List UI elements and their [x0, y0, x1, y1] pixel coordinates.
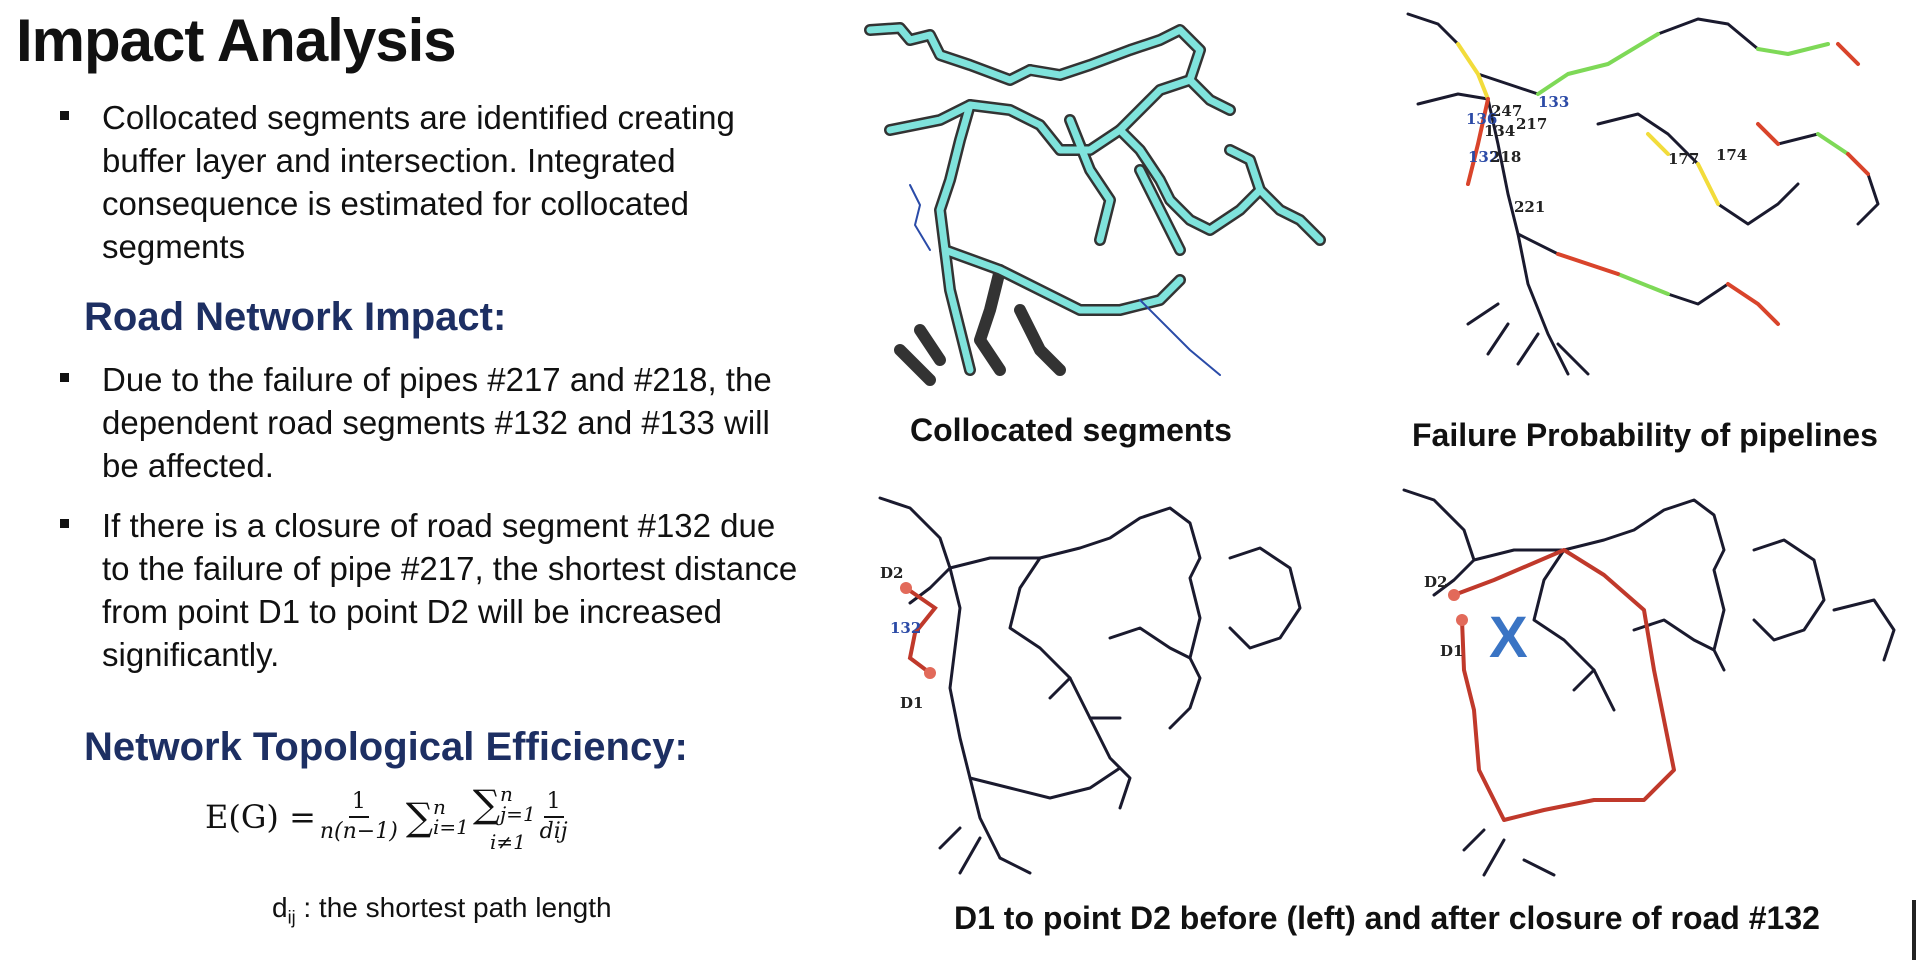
sum-symbol: ∑	[405, 795, 433, 839]
definition-subscript: ij	[287, 907, 296, 928]
road-buffer-outline	[864, 22, 1326, 386]
slide-edge-divider	[1912, 900, 1916, 960]
sum-condition: i≠1	[489, 830, 526, 854]
pipe-label-221: 221	[1514, 198, 1545, 216]
efficiency-formula: E(G) = 1 n(n−1) ∑ n i=1 ∑ n j=1 i≠1 1 di…	[205, 782, 572, 852]
pipe-label-136: 136	[1466, 110, 1497, 128]
caption-failure-probability: Failure Probability of pipelines	[1412, 417, 1878, 453]
sum-limits: n i=1	[433, 797, 469, 837]
intro-bullet: Collocated segments are identified creat…	[58, 96, 778, 268]
pipe-label-134: 134	[1484, 122, 1515, 140]
label-road-132: 132	[890, 619, 921, 637]
road-bullet-text: Due to the failure of pipes #217 and #21…	[102, 361, 772, 484]
sum-limits: n j=1 i≠1	[490, 782, 536, 852]
formula-fraction-denominator: n(n−1)	[319, 819, 398, 844]
pipe-label-217: 217	[1516, 115, 1547, 133]
distance-definition: dij : the shortest path length	[272, 892, 612, 929]
road-buffer-fill	[866, 24, 1324, 374]
closure-x-mark: X	[1489, 605, 1528, 670]
bullet-square-icon	[60, 111, 69, 120]
route-before-closure-map: D2 132 D1	[878, 496, 1302, 875]
pipe-label-132: 132	[1468, 148, 1499, 166]
failure-probability-map: 247 217 133 136 134 132 218 221 177 174	[1406, 12, 1880, 376]
formula-sum-i: ∑ n i=1	[406, 795, 469, 839]
sum-upper: n	[499, 782, 513, 806]
formula-term: 1 dij	[540, 788, 568, 846]
pipe-label-177: 177	[1668, 150, 1699, 168]
road-bullet: If there is a closure of road segment #1…	[58, 504, 798, 676]
road-bullet-list: Due to the failure of pipes #217 and #21…	[58, 358, 798, 693]
sum-lower: i=1	[432, 815, 469, 839]
shortest-route-after	[1452, 548, 1676, 822]
pipe-label-174: 174	[1716, 146, 1747, 164]
intro-bullet-list: Collocated segments are identified creat…	[58, 96, 778, 268]
unmatched-road-lines	[909, 184, 1221, 376]
sum-symbol: ∑	[472, 782, 500, 826]
bullet-square-icon	[60, 519, 69, 528]
formula-sum-j: ∑ n j=1 i≠1	[473, 782, 536, 852]
medium-probability-pipes	[1456, 42, 1720, 206]
bullet-square-icon	[60, 373, 69, 382]
route-point-d2	[900, 582, 912, 594]
high-probability-pipes	[1466, 42, 1870, 326]
road-network-lines	[1402, 488, 1896, 877]
sum-lower: j=1	[499, 802, 536, 826]
formula-term-denominator: dij	[539, 819, 568, 844]
caption-collocated-segments: Collocated segments	[910, 412, 1232, 448]
route-point-d1	[1456, 614, 1468, 626]
route-after-closure-map: D2 D1	[1402, 488, 1896, 877]
label-d2: D2	[880, 564, 903, 582]
definition-text: : the shortest path length	[295, 892, 612, 923]
label-d1: D1	[900, 694, 923, 712]
definition-symbol: d	[272, 892, 288, 923]
low-probability-pipes	[1536, 32, 1850, 296]
pipe-label-133: 133	[1538, 93, 1569, 111]
sum-upper: n	[432, 795, 446, 819]
page-title: Impact Analysis	[16, 7, 457, 74]
caption-route-comparison: D1 to point D2 before (left) and after c…	[954, 900, 1820, 936]
collocated-segments-map	[864, 22, 1326, 386]
road-bullet: Due to the failure of pipes #217 and #21…	[58, 358, 798, 487]
route-point-d1	[924, 667, 936, 679]
label-d2: D2	[1424, 573, 1447, 591]
road-network-lines	[1406, 12, 1880, 376]
road-network-lines	[878, 496, 1302, 875]
label-d1: D1	[1440, 642, 1463, 660]
route-point-d2	[1448, 589, 1460, 601]
pipe-id-labels: 247 217 133 136 134 132 218 221 177 174	[1466, 93, 1747, 216]
formula-fraction-numerator: 1	[348, 788, 369, 818]
pipe-label-247: 247	[1491, 102, 1522, 120]
road-bullet-text: If there is a closure of road segment #1…	[102, 507, 798, 673]
formula-lhs: E(G) =	[205, 798, 316, 836]
formula-term-numerator: 1	[543, 788, 564, 818]
intro-bullet-text: Collocated segments are identified creat…	[102, 99, 735, 265]
shortest-route-before	[904, 586, 938, 675]
road-network-heading: Road Network Impact:	[84, 295, 507, 339]
formula-fraction: 1 n(n−1)	[320, 788, 398, 846]
pipe-label-218: 218	[1490, 148, 1521, 166]
efficiency-heading: Network Topological Efficiency:	[84, 725, 688, 769]
